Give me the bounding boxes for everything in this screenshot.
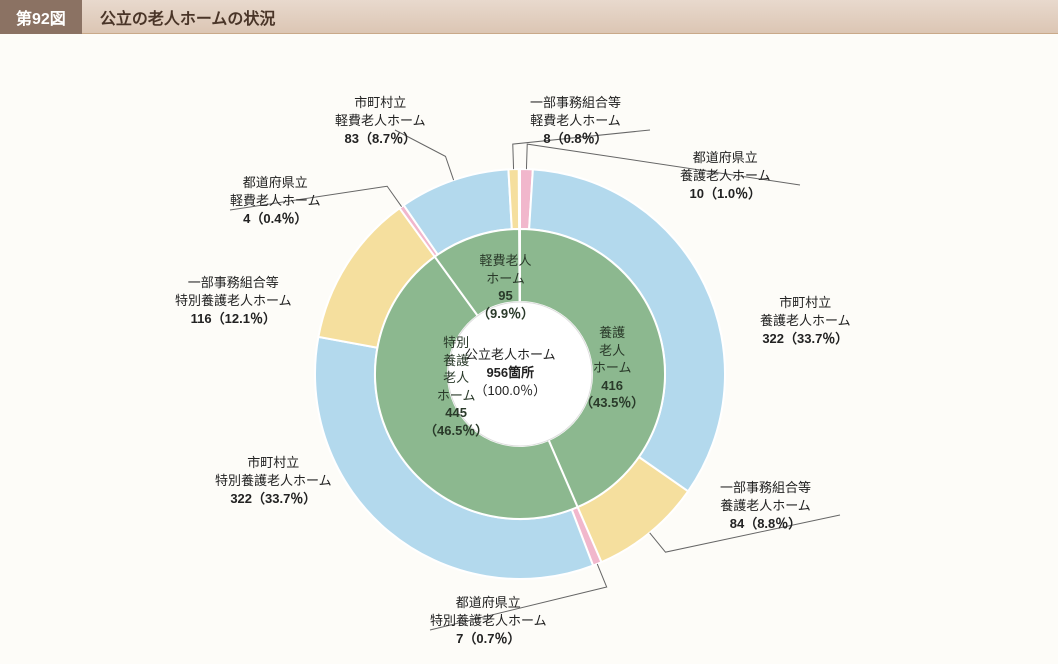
outer-label-line1: 市町村立 [335,94,426,112]
inner-label-value: 416 [580,377,644,395]
outer-label-line1: 市町村立 [215,454,332,472]
outer-label: 都道府県立軽費老人ホーム4（0.4％） [230,174,321,229]
outer-label-line2: 軽費老人ホーム [230,192,321,210]
inner-label-value: 445 [424,404,488,422]
outer-label-line2: 軽費老人ホーム [530,112,621,130]
outer-label: 一部事務組合等軽費老人ホーム8（0.8％） [530,94,621,149]
center-line3: （100.0％） [465,382,556,400]
outer-label-line1: 一部事務組合等 [175,274,292,292]
outer-label: 都道府県立養護老人ホーム10（1.0％） [680,149,771,204]
outer-label-value: 84（8.8％） [720,515,811,533]
outer-label-line1: 市町村立 [760,294,851,312]
outer-label-value: 83（8.7％） [335,130,426,148]
outer-label-value: 4（0.4％） [230,210,321,228]
outer-label-value: 7（0.7％） [430,630,547,648]
inner-label-pct: （9.9％） [477,305,534,323]
figure-number-badge: 第92図 [0,0,82,34]
inner-label: 養護老人ホーム416（43.5％） [580,324,644,412]
outer-label-value: 10（1.0％） [680,185,771,203]
outer-label-line1: 一部事務組合等 [720,479,811,497]
outer-label: 一部事務組合等養護老人ホーム84（8.8％） [720,479,811,534]
center-line1: 公立老人ホーム [465,346,556,364]
outer-label-value: 8（0.8％） [530,130,621,148]
outer-label: 市町村立軽費老人ホーム83（8.7％） [335,94,426,149]
outer-label-line2: 軽費老人ホーム [335,112,426,130]
outer-label-line1: 都道府県立 [680,149,771,167]
outer-label-line2: 特別養護老人ホーム [175,292,292,310]
outer-label-line1: 一部事務組合等 [530,94,621,112]
chart-area: 都道府県立養護老人ホーム10（1.0％）市町村立養護老人ホーム322（33.7％… [0,34,1058,664]
inner-label: 軽費老人ホーム95（9.9％） [477,252,534,322]
outer-label: 市町村立特別養護老人ホーム322（33.7％） [215,454,332,509]
center-line2: 956箇所 [465,364,556,382]
inner-label-pct: （46.5％） [424,422,488,440]
outer-label-line2: 特別養護老人ホーム [215,472,332,490]
outer-label-value: 322（33.7％） [760,330,851,348]
inner-label-pct: （43.5％） [580,394,644,412]
center-label: 公立老人ホーム956箇所（100.0％） [465,346,556,401]
inner-label-value: 95 [477,287,534,305]
header-bar: 第92図 公立の老人ホームの状況 [0,0,1058,34]
outer-label-line2: 養護老人ホーム [680,167,771,185]
outer-label-line2: 特別養護老人ホーム [430,612,547,630]
outer-label-line2: 養護老人ホーム [760,312,851,330]
outer-label: 都道府県立特別養護老人ホーム7（0.7％） [430,594,547,649]
outer-label: 市町村立養護老人ホーム322（33.7％） [760,294,851,349]
outer-label-value: 322（33.7％） [215,490,332,508]
outer-label: 一部事務組合等特別養護老人ホーム116（12.1％） [175,274,292,329]
outer-label-line1: 都道府県立 [230,174,321,192]
outer-label-line2: 養護老人ホーム [720,497,811,515]
figure-title: 公立の老人ホームの状況 [82,0,1058,34]
outer-label-value: 116（12.1％） [175,310,292,328]
outer-label-line1: 都道府県立 [430,594,547,612]
